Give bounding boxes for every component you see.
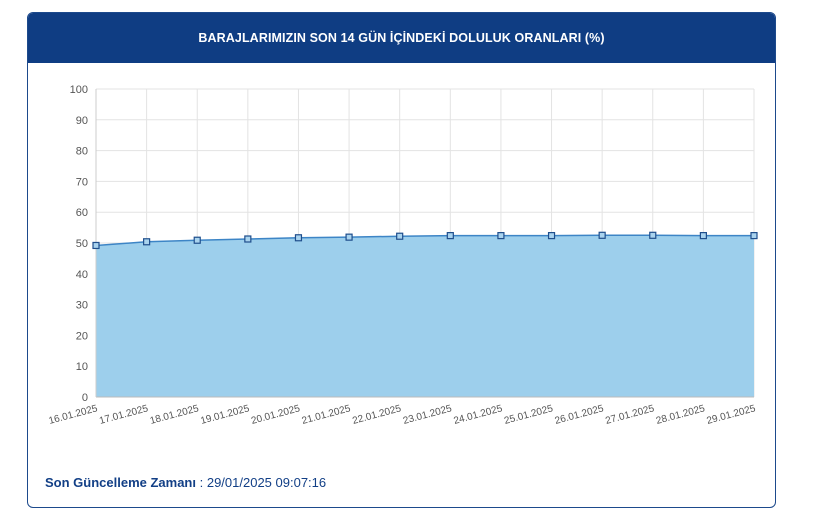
data-point [244,235,252,243]
y-tick-label: 20 [76,330,88,342]
x-tick-label: 29.01.2025 [706,403,758,427]
x-tick-label: 17.01.2025 [98,403,150,427]
data-point [143,238,151,246]
x-tick-label: 28.01.2025 [655,403,707,427]
data-point [649,231,657,239]
data-point [345,233,353,241]
y-tick-label: 40 [76,269,88,281]
y-tick-label: 100 [70,84,88,96]
x-tick-label: 21.01.2025 [301,403,353,427]
y-tick-label: 90 [76,115,88,127]
y-tick-label: 50 [76,238,88,250]
x-tick-label: 19.01.2025 [199,403,251,427]
data-point [598,231,606,239]
data-point [547,232,556,240]
last-update: Son Güncelleme Zamanı : 29/01/2025 09:07… [45,475,326,490]
series-line [95,234,754,247]
y-tick-label: 80 [76,146,88,158]
data-point [92,241,100,250]
data-point [750,232,758,240]
x-tick-label: 20.01.2025 [250,403,302,427]
x-tick-label: 27.01.2025 [604,403,656,427]
y-tick-label: 0 [82,392,88,404]
chart-svg: 0 10 20 30 40 50 60 70 80 90 100 16.01.2025 17.01.20… [48,84,758,427]
chart-title: BARAJLARIMIZIN SON 14 GÜN İÇİNDEKİ DOLUL… [198,31,605,45]
area-fill [96,235,754,397]
last-update-value: 29/01/2025 09:07:16 [206,475,327,490]
last-update-separator: : [196,475,207,490]
data-point [294,234,303,242]
chart-area: 0 10 20 30 40 50 60 70 80 90 100 16.01.2025 17.01.20… [28,63,775,453]
data-point [193,236,201,244]
data-point [699,232,707,240]
y-tick-label: 30 [76,300,88,312]
card-header: BARAJLARIMIZIN SON 14 GÜN İÇİNDEKİ DOLUL… [28,13,775,63]
x-tick-label: 18.01.2025 [149,403,201,427]
y-tick-label: 10 [76,361,88,373]
x-tick-label: 25.01.2025 [503,403,555,427]
x-tick-label: 16.01.2025 [48,403,100,427]
x-tick-label: 22.01.2025 [351,403,403,427]
x-tick-label: 23.01.2025 [402,403,454,427]
chart-card: BARAJLARIMIZIN SON 14 GÜN İÇİNDEKİ DOLUL… [27,12,776,508]
last-update-label: Son Güncelleme Zamanı [45,475,196,490]
x-tick-label: 26.01.2025 [554,403,606,427]
x-tick-label: 24.01.2025 [452,403,504,427]
y-tick-label: 60 [76,207,88,219]
y-tick-label: 70 [76,176,88,188]
data-point [396,232,404,240]
data-point [497,232,505,240]
data-point [446,232,454,240]
